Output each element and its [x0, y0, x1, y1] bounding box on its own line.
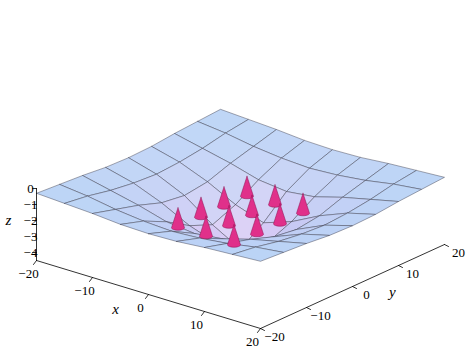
svg-text:−20: −20	[264, 329, 284, 344]
svg-text:−20: −20	[18, 266, 38, 281]
svg-text:0: 0	[27, 181, 34, 196]
svg-text:10: 10	[406, 266, 419, 281]
svg-text:−2: −2	[24, 213, 38, 228]
svg-text:−3: −3	[24, 229, 38, 244]
svg-text:y: y	[387, 284, 396, 300]
svg-text:−4: −4	[24, 245, 38, 260]
svg-text:20: 20	[452, 245, 465, 260]
svg-text:z: z	[5, 212, 12, 228]
svg-text:x: x	[111, 301, 119, 317]
svg-text:20: 20	[246, 334, 259, 349]
svg-text:0: 0	[363, 287, 370, 302]
svg-text:0: 0	[137, 300, 144, 315]
svg-text:−10: −10	[310, 308, 330, 323]
svg-text:−1: −1	[24, 197, 38, 212]
svg-text:−10: −10	[74, 283, 94, 298]
svg-text:10: 10	[190, 317, 203, 332]
